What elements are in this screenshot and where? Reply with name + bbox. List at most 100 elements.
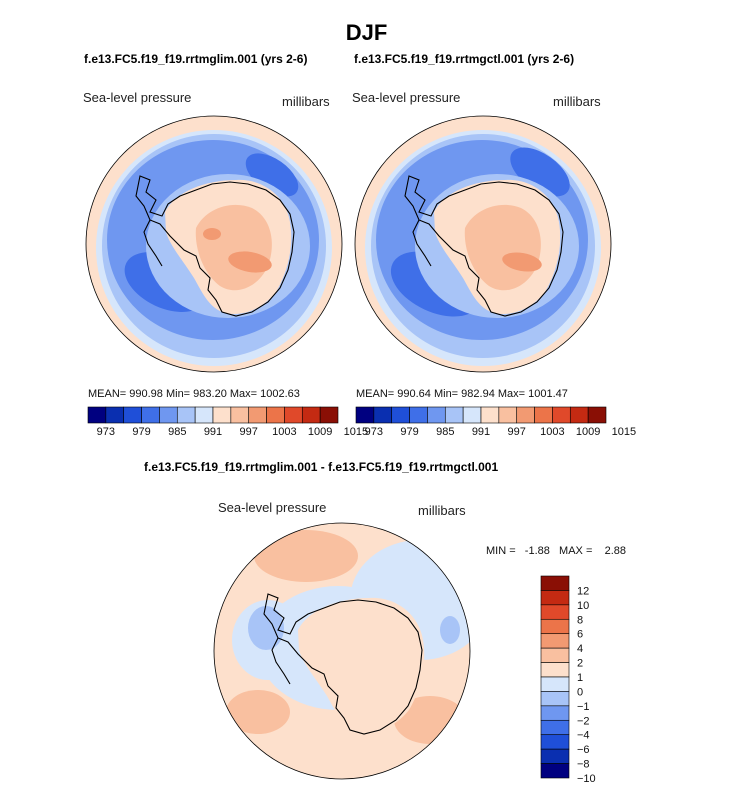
panel3-colorbar-label-1: 10: [577, 600, 589, 612]
panel3-colorbar-label-4: 4: [577, 643, 583, 655]
panel2-variable-label: Sea-level pressure: [352, 90, 461, 105]
panel2-colorbar: 973 979 985 991 997 1003 1009 1015: [355, 406, 636, 438]
panel3-map-border: [213, 522, 471, 780]
panel3-colorbar-label-7: 0: [577, 686, 583, 698]
panel1-colorbar-box-0: [87, 406, 107, 424]
panel1-colorbar-box-2: [123, 406, 142, 424]
panel2-colorbar-box-5: [444, 406, 464, 424]
panel3-colorbar-label-10: −4: [577, 730, 590, 742]
figure-title: DJF: [345, 20, 388, 45]
panel3-colorbar-box-10: [540, 719, 570, 736]
panel3-colorbar-label-3: 6: [577, 629, 583, 641]
panel1-colorbar-box-8: [230, 406, 250, 424]
panel1-colorbar-box-5: [176, 406, 196, 424]
panel2-colorbar-box-2: [391, 406, 410, 424]
panel3-colorbar-box-4: [540, 633, 570, 649]
panel2-colorbar-box-12: [569, 406, 589, 424]
panel3-pos-north: [254, 530, 358, 582]
panel1-variable-label: Sea-level pressure: [83, 90, 192, 105]
panel3-colorbar-box-8: [540, 691, 570, 707]
panel1-high: [228, 251, 272, 273]
panel3-colorbar-label-11: −6: [577, 744, 590, 756]
panel1-colorbar-box-10: [266, 406, 285, 424]
panel3-colorbar-label-9: −2: [577, 715, 590, 727]
panel1-high-2: [203, 228, 221, 240]
panel3-colorbar-box-13: [540, 763, 570, 779]
panel1-colorbar-label-3: 991: [204, 426, 222, 438]
panel3-colorbar-box-9: [540, 705, 570, 721]
panel2-units-label: millibars: [553, 94, 601, 109]
panel2-trough-core-2: [510, 147, 570, 197]
panel3-units-label: millibars: [418, 503, 466, 518]
panel1-colorbar-label-7: 1015: [344, 426, 368, 438]
panel2-stats: MEAN= 990.64 Min= 982.94 Max= 1001.47: [356, 388, 568, 400]
panel2-peninsula: [412, 219, 432, 267]
panel2-colorbar-label-3: 991: [472, 426, 490, 438]
panel3-colorbar-label-8: −1: [577, 701, 590, 713]
panel2-colorbar-label-4: 997: [508, 426, 526, 438]
panel2-colorbar-label-0: 973: [365, 426, 383, 438]
panel1-trough-core-2: [245, 153, 299, 197]
panel3-coastline: [263, 593, 423, 735]
panel2-colorbar-box-0: [355, 406, 375, 424]
panel3-colorbar-box-5: [540, 647, 570, 663]
panel2-colorbar-box-1: [373, 406, 393, 424]
panel3-neg-east-core: [440, 616, 460, 644]
panel1-colorbar-box-11: [284, 406, 303, 424]
panel2-high: [502, 252, 542, 272]
panel3-colorbar-box-11: [540, 734, 570, 750]
panel3-peninsula: [271, 637, 291, 685]
panel1-colorbar-box-7: [212, 406, 232, 424]
panel2-map: [354, 115, 612, 373]
panel3-antarctica-fill: [298, 597, 425, 732]
panel2-colorbar-box-6: [462, 406, 482, 424]
panel3-colorbar-label-5: 2: [577, 658, 583, 670]
panel3-neg-west-core: [248, 606, 284, 650]
panel1-map-border: [85, 115, 343, 373]
panel1-colorbar-box-1: [105, 406, 125, 424]
panel3-colorbar-label-6: 1: [577, 672, 583, 684]
panel1-colorbar-label-0: 973: [97, 426, 115, 438]
panel2-colorbar-box-10: [534, 406, 553, 424]
panel2-colorbar-box-13: [587, 406, 607, 424]
panel1-map: [85, 115, 343, 373]
panel3-variable-label: Sea-level pressure: [218, 500, 327, 515]
panel3-colorbar-box-7: [540, 676, 570, 692]
panel3-map: [213, 522, 471, 780]
panel2-case-title: f.e13.FC5.f19_f19.rrtmgctl.001 (yrs 2-6): [354, 52, 575, 66]
panel2-colorbar-label-5: 1003: [540, 426, 564, 438]
panel3-colorbar-label-12: −8: [577, 759, 590, 771]
panel3-colorbar-label-0: 12: [577, 585, 589, 597]
panel1-colorbar-label-5: 1003: [272, 426, 296, 438]
panel1-peninsula: [143, 219, 163, 267]
panel1-colorbar-box-3: [141, 406, 160, 424]
panel3-colorbar-box-3: [540, 618, 570, 635]
panel1-case-title: f.e13.FC5.f19_f19.rrtmglim.001 (yrs 2-6): [84, 52, 308, 66]
panel3-colorbar-label-2: 8: [577, 614, 583, 626]
panel2-colorbar-box-7: [480, 406, 500, 424]
panel1-colorbar-box-6: [194, 406, 214, 424]
panel2-colorbar-label-2: 985: [436, 426, 454, 438]
panel2-colorbar-box-11: [552, 406, 571, 424]
panel1-colorbar: 973 979 985 991 997 1003 1009 1015: [87, 406, 368, 438]
panel3-colorbar-box-6: [540, 662, 570, 678]
panel1-stats: MEAN= 990.98 Min= 983.20 Max= 1002.63: [88, 388, 300, 400]
panel3-stats: MIN = -1.88 MAX = 2.88: [486, 545, 627, 557]
panel2-map-border: [354, 115, 612, 373]
panel1-units-label: millibars: [282, 94, 330, 109]
panel2-colorbar-box-9: [516, 406, 535, 424]
panel3-colorbar-box-2: [540, 604, 570, 620]
panel2-colorbar-label-1: 979: [400, 426, 418, 438]
panel2-colorbar-box-4: [427, 406, 446, 424]
panel1-colorbar-box-13: [319, 406, 339, 424]
panel1-colorbar-label-6: 1009: [308, 426, 332, 438]
panel1-colorbar-box-9: [248, 406, 267, 424]
panel3-colorbar-box-1: [540, 590, 570, 606]
panel2-colorbar-label-6: 1009: [576, 426, 600, 438]
panel3-colorbar-label-13: −10: [577, 773, 596, 785]
panel2-coastline: [404, 175, 564, 317]
panel1-colorbar-label-4: 997: [240, 426, 258, 438]
panel3-title: f.e13.FC5.f19_f19.rrtmglim.001 - f.e13.F…: [144, 460, 499, 474]
